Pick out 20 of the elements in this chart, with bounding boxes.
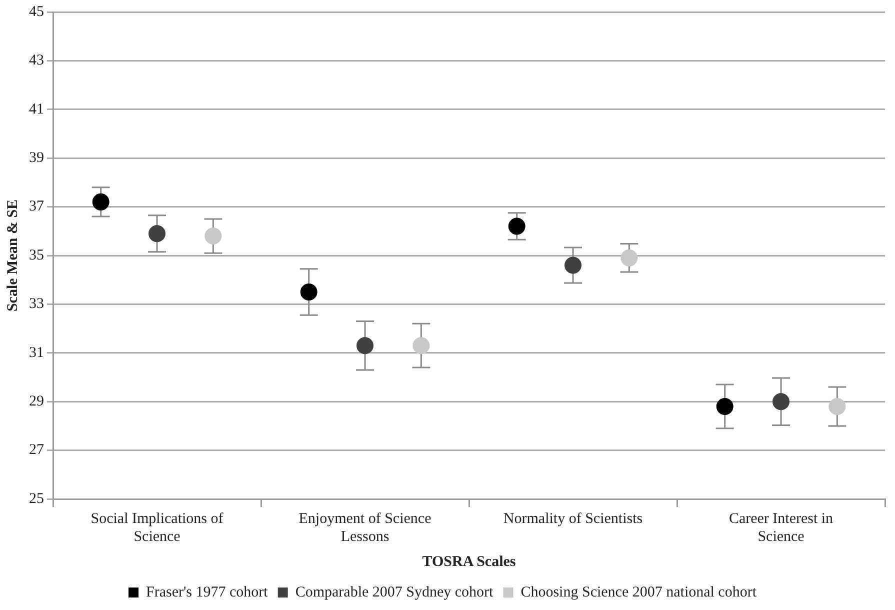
legend-label: Fraser's 1977 cohort <box>146 584 269 600</box>
y-tick-label: 41 <box>29 101 44 118</box>
y-tick-label: 29 <box>29 394 44 410</box>
x-tick-label: Career Interest in Science <box>728 510 834 545</box>
y-tick-label: 35 <box>29 247 44 264</box>
y-tick-label: 37 <box>29 198 44 215</box>
y-tick-label: 31 <box>29 344 44 361</box>
x-tick-label: Social Implications of Science <box>90 510 224 545</box>
y-tick-label: 45 <box>29 4 44 20</box>
x-tick-label: Normality of Scientists <box>503 510 643 527</box>
legend-label: Choosing Science 2007 national cohort <box>520 584 758 600</box>
x-axis-title: TOSRA Scales <box>422 554 516 570</box>
y-tick-label: 27 <box>29 442 44 458</box>
x-tick-label: Enjoyment of Science Lessons <box>298 510 432 545</box>
y-tick-label: 43 <box>29 52 44 69</box>
y-tick-label: 33 <box>29 296 44 312</box>
y-tick-label: 25 <box>29 490 44 507</box>
y-tick-label: 39 <box>29 150 44 166</box>
legend-label: Comparable 2007 Sydney cohort <box>295 584 494 600</box>
y-axis-title: Scale Mean & SE <box>4 199 21 312</box>
